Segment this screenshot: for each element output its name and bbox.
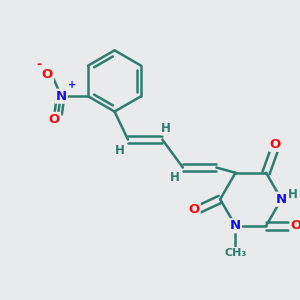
Text: H: H <box>115 143 125 157</box>
Text: O: O <box>49 113 60 126</box>
Text: H: H <box>288 188 298 201</box>
Text: +: + <box>68 80 76 90</box>
Text: H: H <box>161 122 171 135</box>
Text: N: N <box>56 90 67 103</box>
Text: N: N <box>230 219 241 232</box>
Text: O: O <box>270 138 281 151</box>
Text: O: O <box>42 68 53 81</box>
Text: N: N <box>276 193 287 206</box>
Text: H: H <box>170 172 180 184</box>
Text: CH₃: CH₃ <box>224 248 247 258</box>
Text: O: O <box>188 203 200 216</box>
Text: -: - <box>36 58 41 71</box>
Text: O: O <box>290 219 300 232</box>
